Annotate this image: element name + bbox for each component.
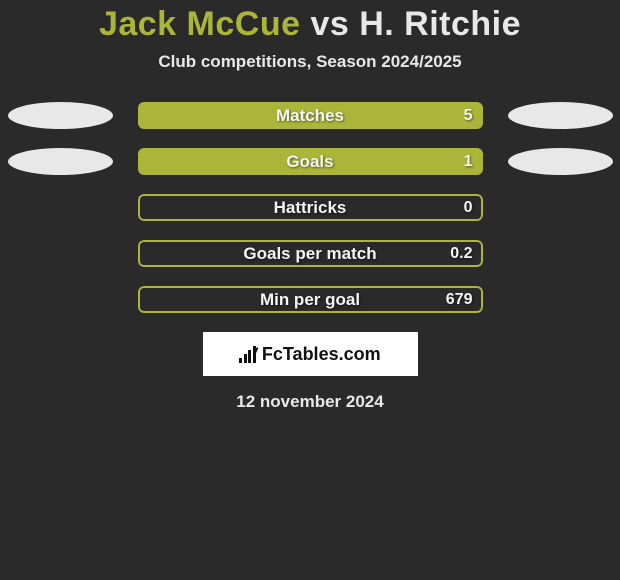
chart-icon	[239, 345, 256, 363]
stat-label: Goals	[138, 148, 483, 175]
stat-label: Matches	[138, 102, 483, 129]
date-text: 12 november 2024	[0, 392, 620, 412]
stats-rows: Matches5Goals1Hattricks0Goals per match0…	[0, 102, 620, 313]
stat-row: Goals1	[0, 148, 620, 175]
stat-bar: Min per goal679	[138, 286, 483, 313]
stat-row: Min per goal679	[0, 286, 620, 313]
vs-text: vs	[310, 5, 349, 43]
stat-bar: Hattricks0	[138, 194, 483, 221]
stat-bar: Goals per match0.2	[138, 240, 483, 267]
player1-marker	[8, 102, 113, 129]
page-title: Jack McCue vs H. Ritchie	[0, 5, 620, 44]
stat-value: 0.2	[450, 240, 472, 267]
stat-value: 0	[464, 194, 473, 221]
player2-marker	[508, 102, 613, 129]
stat-bar: Matches5	[138, 102, 483, 129]
stat-bar: Goals1	[138, 148, 483, 175]
player1-marker	[8, 148, 113, 175]
brand-text: FcTables.com	[262, 344, 381, 365]
stat-value: 679	[446, 286, 473, 313]
stat-label: Min per goal	[138, 286, 483, 313]
stat-row: Hattricks0	[0, 194, 620, 221]
comparison-infographic: Jack McCue vs H. Ritchie Club competitio…	[0, 0, 620, 412]
player2-marker	[508, 148, 613, 175]
brand-box: FcTables.com	[203, 332, 418, 376]
stat-value: 1	[464, 148, 473, 175]
stat-label: Goals per match	[138, 240, 483, 267]
player2-name: H. Ritchie	[359, 5, 521, 43]
stat-label: Hattricks	[138, 194, 483, 221]
subtitle: Club competitions, Season 2024/2025	[0, 52, 620, 72]
stat-value: 5	[464, 102, 473, 129]
player1-name: Jack McCue	[99, 5, 301, 43]
stat-row: Goals per match0.2	[0, 240, 620, 267]
stat-row: Matches5	[0, 102, 620, 129]
